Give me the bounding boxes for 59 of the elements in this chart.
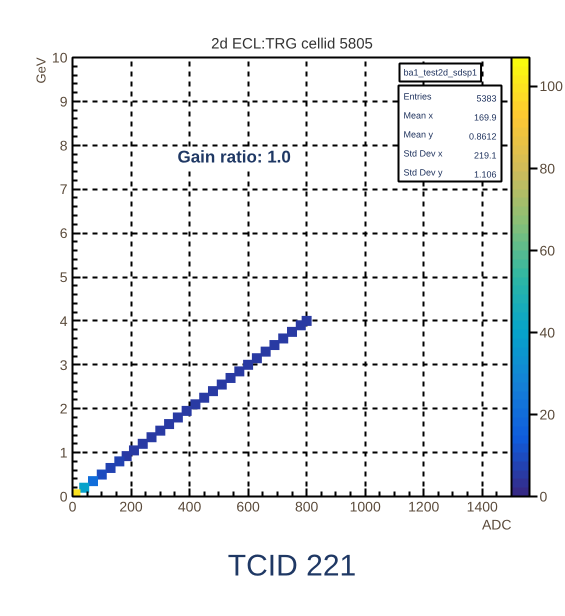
point [138, 438, 148, 449]
point [164, 419, 174, 430]
x-tick-label: 800 [294, 498, 319, 514]
x-tick-label: 200 [119, 498, 143, 514]
color-bar-label: 0 [540, 488, 548, 504]
point [208, 386, 218, 396]
point [216, 380, 227, 390]
text: Mean y 0.8612 [404, 130, 497, 142]
y-tick-label: 9 [60, 93, 68, 110]
text: Mean x 169.9 [404, 110, 497, 122]
y-tick-label: 10 [52, 50, 68, 66]
point [146, 432, 157, 442]
x-tick-label: 1000 [350, 498, 381, 514]
annotation: Gain ratio: 1.0 [178, 148, 291, 166]
point [88, 476, 98, 486]
text: Std Dev x 219.1 [404, 148, 497, 160]
color-bar-label: 100 [540, 78, 564, 94]
y-tick-label: 5 [60, 269, 68, 285]
x-tick-label: 1400 [466, 498, 498, 514]
color-bar-label: 60 [540, 242, 556, 258]
point [96, 470, 107, 480]
y-tick-label: 1 [60, 444, 68, 461]
point [269, 340, 280, 350]
text: Std Dev y 1.106 [404, 168, 497, 180]
point [172, 412, 183, 422]
point [252, 353, 262, 364]
color-bar-label: 40 [540, 324, 556, 340]
point [190, 399, 200, 410]
x-tick-label: 1200 [408, 498, 440, 514]
y-tick-label: 4 [60, 312, 68, 329]
x-tick-label: 600 [236, 498, 260, 514]
point [226, 372, 236, 383]
point [79, 482, 90, 493]
point [106, 462, 116, 473]
y-axis-title: GeV [34, 57, 48, 84]
point [278, 333, 288, 344]
y-tick-label: 7 [60, 181, 68, 198]
point [287, 326, 297, 337]
point [260, 346, 271, 357]
point [243, 360, 254, 370]
annotation: ba1_test2d_sdsp1 [404, 68, 478, 78]
point [296, 320, 306, 330]
y-tick-label: 3 [60, 356, 68, 373]
y-tick-label: 2 [60, 400, 68, 417]
y-tick-label: 0 [60, 488, 68, 504]
x-tick-label: 400 [178, 498, 202, 514]
x-axis-title: ADC [482, 516, 512, 532]
text: TCID 221 [228, 550, 356, 582]
point [155, 426, 166, 436]
point [182, 406, 192, 416]
color-bar-label: 20 [540, 406, 556, 422]
point [114, 456, 124, 466]
chart-title: 2d ECL:TRG cellid 5805 [211, 36, 373, 52]
y-tick-label: 6 [60, 225, 68, 242]
color-bar-label: 80 [540, 160, 556, 176]
point [199, 392, 210, 403]
text: Entries 5383 [404, 92, 497, 104]
point [234, 366, 244, 376]
y-tick-label: 8 [60, 137, 68, 154]
